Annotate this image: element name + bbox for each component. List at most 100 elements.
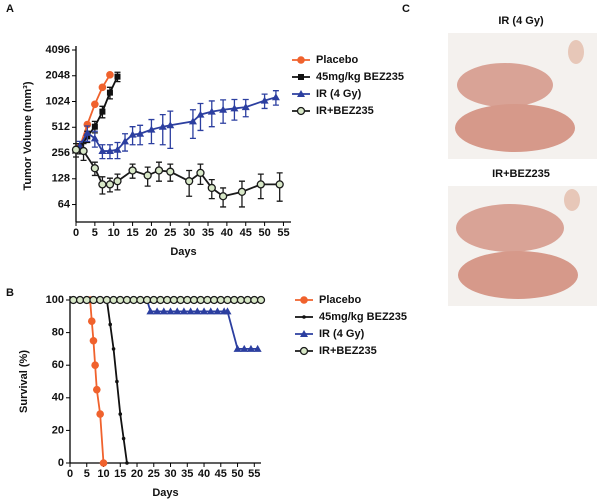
marker xyxy=(147,125,156,133)
y-tick-label: 60 xyxy=(52,359,64,371)
legend-marker xyxy=(300,330,308,337)
marker xyxy=(166,307,175,315)
y-tick-label: 1024 xyxy=(46,95,71,107)
legend-marker xyxy=(296,106,306,116)
legend-label: 45mg/kg BEZ235 xyxy=(319,311,407,323)
marker xyxy=(256,295,266,305)
marker xyxy=(260,96,269,104)
y-tick-label: 100 xyxy=(46,294,64,306)
marker xyxy=(237,187,247,197)
x-tick-label: 30 xyxy=(164,468,176,480)
marker xyxy=(166,121,175,129)
marker xyxy=(96,295,105,305)
marker xyxy=(250,295,259,305)
x-tick-label: 15 xyxy=(114,468,126,480)
marker xyxy=(146,307,155,315)
marker xyxy=(173,307,182,315)
marker xyxy=(91,123,98,130)
x-tick-label: 55 xyxy=(248,468,260,480)
legend-label: IR+BEZ235 xyxy=(316,105,374,117)
marker xyxy=(79,146,88,156)
marker xyxy=(196,110,205,118)
marker xyxy=(188,117,197,125)
x-axis-label: Days xyxy=(152,487,178,499)
x-axis-label: Days xyxy=(170,246,196,258)
x-tick-label: 5 xyxy=(84,468,90,480)
marker xyxy=(106,89,113,96)
x-tick-label: 10 xyxy=(97,468,109,480)
legend-marker xyxy=(297,56,305,64)
tumor xyxy=(568,40,584,64)
x-tick-label: 20 xyxy=(131,468,143,480)
marker xyxy=(185,177,194,186)
marker xyxy=(218,192,228,201)
y-tick-label: 80 xyxy=(52,327,64,339)
marker xyxy=(169,295,179,305)
marker xyxy=(230,295,239,305)
marker xyxy=(153,307,162,315)
marker xyxy=(121,436,126,441)
marker xyxy=(128,166,137,175)
marker xyxy=(111,347,116,351)
marker xyxy=(136,295,145,305)
marker xyxy=(75,295,85,305)
x-tick-label: 30 xyxy=(183,227,195,239)
marker xyxy=(83,128,92,136)
legend-marker xyxy=(302,315,306,319)
marker xyxy=(105,147,114,155)
marker xyxy=(240,344,249,352)
marker xyxy=(90,164,100,173)
x-tick-label: 50 xyxy=(231,468,243,480)
marker xyxy=(166,167,175,176)
marker xyxy=(207,107,216,115)
x-tick-label: 35 xyxy=(181,468,193,480)
marker xyxy=(223,307,232,315)
marker xyxy=(106,71,114,79)
mouse xyxy=(458,251,578,299)
marker xyxy=(109,295,118,305)
marker xyxy=(223,295,232,305)
marker xyxy=(243,295,252,305)
marker xyxy=(203,295,212,305)
marker xyxy=(186,307,195,315)
marker xyxy=(90,134,99,142)
marker xyxy=(189,295,199,305)
legend-label: 45mg/kg BEZ235 xyxy=(316,71,404,83)
marker xyxy=(241,103,250,111)
marker xyxy=(154,166,164,175)
marker xyxy=(183,295,192,305)
x-tick-label: 35 xyxy=(202,227,214,239)
marker xyxy=(213,307,222,315)
marker xyxy=(156,295,165,305)
series-line xyxy=(146,299,258,350)
x-tick-label: 45 xyxy=(240,227,252,239)
marker xyxy=(230,104,239,112)
legend-label: Placebo xyxy=(319,294,361,306)
marker xyxy=(129,295,138,305)
tumor xyxy=(564,189,580,211)
marker xyxy=(206,307,215,315)
marker xyxy=(125,461,129,465)
marker xyxy=(71,145,81,154)
marker xyxy=(96,410,104,418)
y-tick-label: 512 xyxy=(52,121,70,133)
marker xyxy=(91,100,99,109)
marker xyxy=(98,83,107,92)
y-tick-label: 128 xyxy=(52,173,70,185)
x-tick-label: 10 xyxy=(108,227,120,239)
marker xyxy=(196,168,205,178)
marker xyxy=(115,379,119,384)
marker xyxy=(93,385,101,394)
x-tick-label: 0 xyxy=(67,468,73,480)
x-tick-label: 0 xyxy=(73,227,79,239)
x-tick-label: 20 xyxy=(145,227,157,239)
marker xyxy=(121,137,130,145)
x-tick-label: 5 xyxy=(92,227,98,239)
marker xyxy=(89,336,98,345)
legend-marker xyxy=(299,346,309,356)
marker xyxy=(143,171,152,180)
marker xyxy=(196,295,205,305)
y-tick-label: 40 xyxy=(52,392,64,404)
marker xyxy=(122,295,132,305)
series-line xyxy=(75,148,280,198)
